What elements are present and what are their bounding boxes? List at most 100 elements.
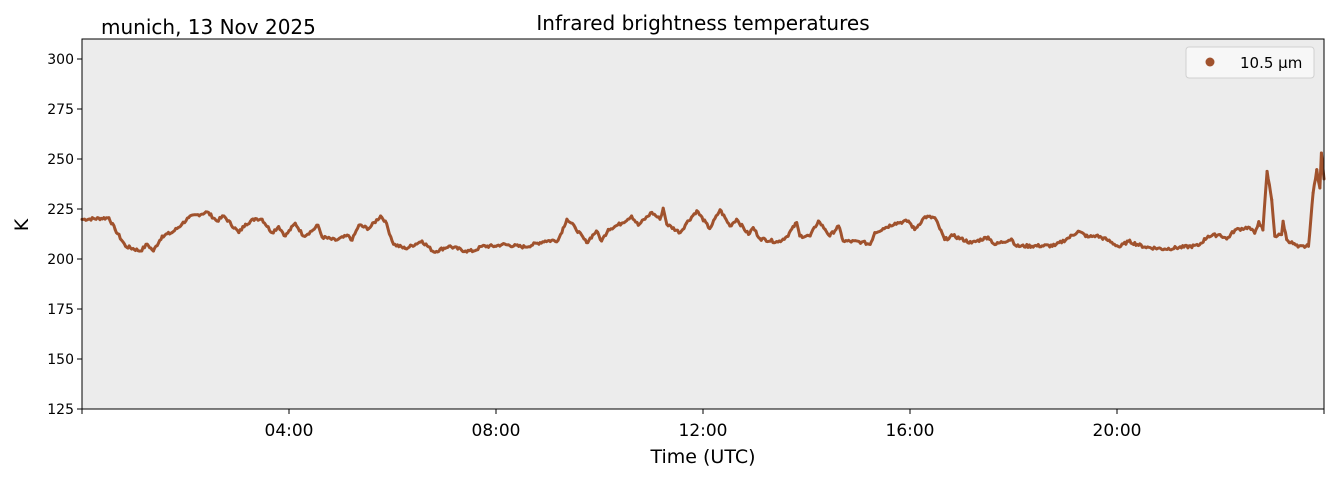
data-point <box>1066 236 1070 240</box>
data-point <box>350 238 354 242</box>
data-point <box>403 247 407 251</box>
data-point <box>573 226 577 230</box>
data-point <box>138 249 142 253</box>
x-tick-label: 04:00 <box>265 421 314 441</box>
data-point <box>420 239 424 243</box>
data-point <box>1280 233 1284 237</box>
y-axis-label: K <box>11 218 33 231</box>
x-tick-label: 12:00 <box>679 421 728 441</box>
data-point <box>1246 225 1250 229</box>
data-point <box>1076 229 1080 233</box>
data-point <box>816 219 820 223</box>
data-point <box>170 231 174 235</box>
data-point <box>1225 237 1229 241</box>
x-tick-label: 16:00 <box>886 421 935 441</box>
data-point <box>594 229 598 233</box>
data-point <box>678 231 682 235</box>
data-point <box>123 244 127 248</box>
data-point <box>1196 244 1200 248</box>
data-point <box>798 234 802 238</box>
data-point <box>1270 198 1274 202</box>
data-point <box>277 225 281 229</box>
data-point <box>432 250 436 254</box>
data-point <box>747 232 751 236</box>
data-point <box>1218 233 1222 237</box>
data-point <box>347 234 351 238</box>
data-point <box>1094 234 1098 238</box>
data-point <box>585 241 589 245</box>
data-point <box>728 224 732 228</box>
data-point <box>970 241 974 245</box>
x-axis: 04:00 08:00 12:00 16:00 20:00 <box>81 409 1325 441</box>
plot-background <box>82 39 1324 409</box>
data-point <box>1126 239 1130 243</box>
data-point <box>893 221 897 225</box>
y-axis: 125 150 175 200 225 250 275 300 <box>47 52 82 418</box>
data-point <box>993 243 997 247</box>
data-point <box>222 214 226 218</box>
data-point <box>735 217 739 221</box>
data-point <box>480 244 484 248</box>
data-point <box>650 210 654 214</box>
data-point <box>187 216 191 220</box>
data-point <box>463 249 467 253</box>
x-axis-label: Time (UTC) <box>649 446 755 468</box>
data-point <box>1273 234 1277 238</box>
chart-subtitle: munich, 13 Nov 2025 <box>101 15 316 39</box>
data-point <box>1143 245 1147 249</box>
data-point <box>986 235 990 239</box>
data-point <box>500 242 504 246</box>
data-point <box>828 234 832 238</box>
series-layer <box>80 151 1326 254</box>
data-point <box>160 234 164 238</box>
data-point <box>334 238 338 242</box>
legend-box <box>1185 46 1315 79</box>
data-point <box>565 217 569 221</box>
data-point <box>795 221 799 225</box>
data-point <box>620 221 624 225</box>
data-point <box>661 206 665 210</box>
data-point <box>1233 228 1237 232</box>
data-point <box>392 242 396 246</box>
data-point <box>841 239 845 243</box>
data-point <box>1319 151 1323 155</box>
data-point <box>1257 220 1261 224</box>
data-point <box>523 245 527 249</box>
data-point <box>785 235 789 239</box>
data-point <box>695 209 699 213</box>
y-tick-label: 200 <box>47 252 74 268</box>
y-tick-label: 300 <box>47 52 74 68</box>
data-point <box>1285 238 1289 242</box>
legend-label: 10.5 µm <box>1240 54 1302 72</box>
x-tick-label: 20:00 <box>1093 421 1142 441</box>
data-point <box>600 239 604 243</box>
data-point <box>447 244 451 248</box>
data-point <box>1053 244 1057 248</box>
data-point <box>270 231 274 235</box>
data-point <box>837 224 841 228</box>
data-point <box>113 227 117 231</box>
data-point <box>606 227 610 231</box>
data-point <box>708 227 712 231</box>
data-point <box>1163 247 1167 251</box>
data-point <box>718 208 722 212</box>
data-point <box>776 240 780 244</box>
data-point <box>260 217 264 221</box>
data-point <box>1296 245 1300 249</box>
data-point <box>943 238 947 242</box>
data-point <box>951 234 955 238</box>
data-point <box>1311 191 1315 195</box>
data-point <box>808 234 812 238</box>
data-point <box>1086 235 1090 239</box>
y-tick-label: 150 <box>47 352 74 368</box>
data-point <box>1015 244 1019 248</box>
data-point <box>205 210 209 214</box>
data-point <box>556 238 560 242</box>
data-point <box>379 214 383 218</box>
data-point <box>237 231 241 235</box>
data-point <box>1118 245 1122 249</box>
series-line-0 <box>81 151 1326 254</box>
data-point <box>367 227 371 231</box>
data-point <box>253 217 257 221</box>
data-point <box>301 234 305 238</box>
